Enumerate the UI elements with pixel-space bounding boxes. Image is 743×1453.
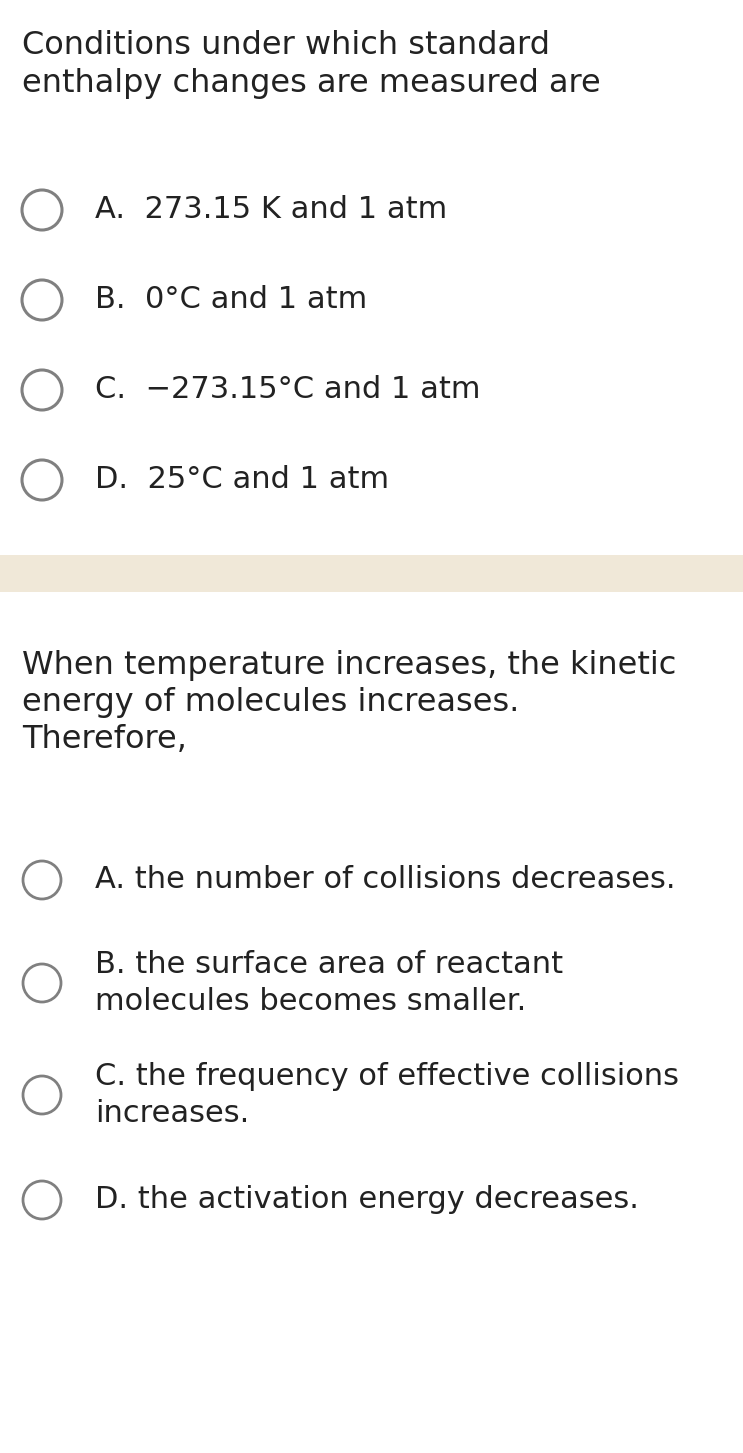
Bar — [0, 555, 743, 591]
Text: enthalpy changes are measured are: enthalpy changes are measured are — [22, 68, 601, 99]
Text: D. the activation energy decreases.: D. the activation energy decreases. — [95, 1186, 639, 1215]
Text: C. the frequency of effective collisions
increases.: C. the frequency of effective collisions… — [95, 1062, 679, 1128]
Text: A. the number of collisions decreases.: A. the number of collisions decreases. — [95, 866, 675, 895]
Text: Therefore,: Therefore, — [22, 724, 187, 756]
Text: Conditions under which standard: Conditions under which standard — [22, 31, 550, 61]
Text: B.  0°C and 1 atm: B. 0°C and 1 atm — [95, 285, 367, 314]
Text: When temperature increases, the kinetic: When temperature increases, the kinetic — [22, 649, 676, 681]
Text: C.  −273.15°C and 1 atm: C. −273.15°C and 1 atm — [95, 375, 481, 404]
Text: energy of molecules increases.: energy of molecules increases. — [22, 687, 519, 718]
Text: D.  25°C and 1 atm: D. 25°C and 1 atm — [95, 465, 389, 494]
Text: A.  273.15 K and 1 atm: A. 273.15 K and 1 atm — [95, 196, 447, 225]
Text: B. the surface area of reactant
molecules becomes smaller.: B. the surface area of reactant molecule… — [95, 950, 563, 1016]
